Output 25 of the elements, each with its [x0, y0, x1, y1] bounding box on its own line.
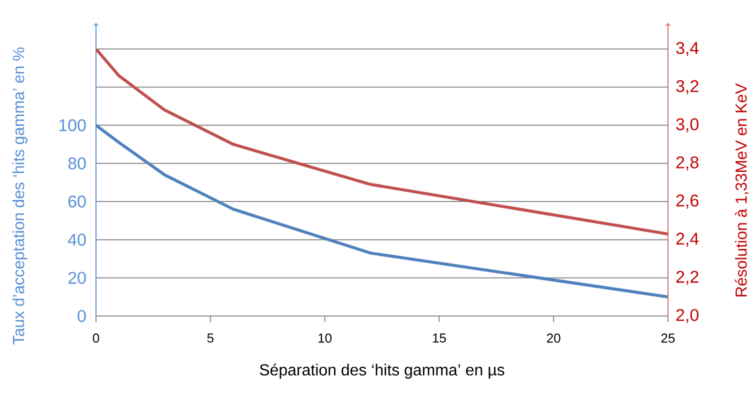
x-tick-label: 25 [661, 334, 675, 343]
y2-tick-label: 2,4 [676, 232, 699, 247]
y2-tick-label: 2,0 [676, 308, 699, 324]
y-tick-label: 20 [68, 272, 86, 284]
y2-tick-label: 3,4 [676, 42, 699, 56]
y-tick-label: 40 [68, 234, 86, 246]
y-tick-label: 100 [59, 119, 86, 132]
x-tick-label: 10 [318, 334, 332, 343]
y2-tick-label: 2,6 [676, 194, 698, 209]
y2-tick-label: 2,2 [676, 270, 698, 285]
x-axis-title: Séparation des ‘hits gamma’ en µs [260, 364, 504, 379]
x-tick-label: 15 [432, 334, 446, 343]
line-series [96, 49, 668, 236]
y2-axis-title: Résolution à 1,33MeV en KeV [734, 83, 749, 296]
y2-tick-label: 3,2 [676, 80, 698, 94]
y2-tick-label: 3,0 [676, 118, 699, 132]
y-tick-label: 60 [68, 196, 86, 208]
x-tick-label: 20 [547, 334, 560, 343]
y-tick-label: 0 [78, 310, 86, 322]
y-tick-label: 80 [68, 157, 86, 170]
x-tick-label: 5 [207, 334, 214, 343]
y2-tick-label: 2,8 [676, 156, 698, 170]
line-series [96, 124, 668, 298]
y-axis-title: Taux d’acceptation des ‘hits gamma’ en % [12, 47, 28, 344]
x-tick-label: 0 [92, 334, 100, 343]
